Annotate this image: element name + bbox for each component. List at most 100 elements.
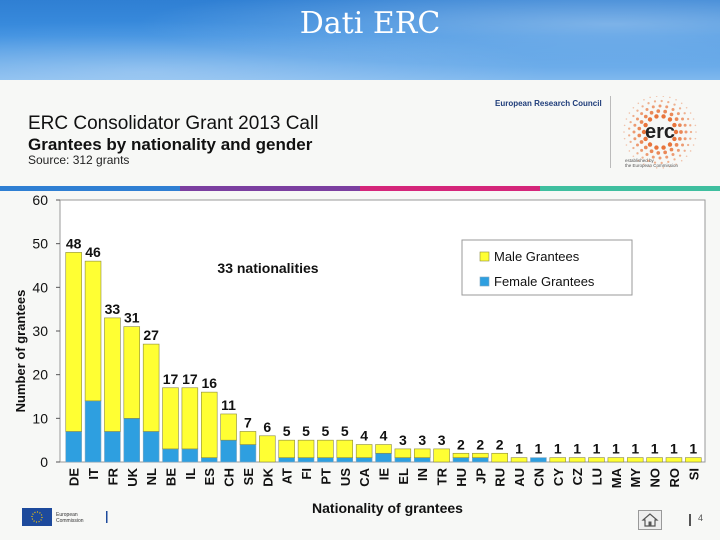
- y-tick-label: 0: [40, 454, 48, 470]
- bar-male-cy: [549, 457, 567, 463]
- x-tick-label-uk: UK: [125, 467, 140, 486]
- data-label-at: 5: [283, 423, 291, 439]
- data-label-cy: 1: [554, 441, 562, 457]
- legend-swatch-male: [479, 251, 490, 262]
- bar-male-ch: [220, 413, 237, 441]
- bar-male-de: [65, 252, 82, 432]
- data-label-se: 7: [244, 414, 252, 430]
- bar-male-pt: [317, 439, 334, 458]
- logo-divider: [610, 96, 611, 168]
- bar-male-uk: [123, 326, 141, 419]
- legend-box: [461, 239, 633, 296]
- data-label-jp: 2: [476, 436, 484, 452]
- legend-swatch-female: [479, 276, 490, 287]
- erc-tagline-2: the European Commission: [625, 163, 679, 168]
- data-label-cz: 1: [573, 441, 581, 457]
- y-tick-label: 40: [32, 279, 48, 295]
- y-tick-label: 10: [32, 410, 48, 426]
- slide-header: Dati ERC: [0, 0, 720, 80]
- bar-female-cn: [530, 457, 547, 463]
- x-tick-label-il: IL: [183, 468, 198, 480]
- x-tick-label-lu: LU: [590, 468, 605, 485]
- bar-male-tr: [433, 448, 450, 463]
- x-tick-label-fr: FR: [105, 467, 120, 485]
- bar-male-us: [336, 439, 354, 458]
- legend-label-male: Male Grantees: [494, 249, 580, 264]
- data-label-no: 1: [651, 441, 659, 457]
- data-label-hu: 2: [457, 436, 465, 452]
- x-tick-label-fi: FI: [299, 468, 314, 480]
- color-band-segment: [360, 186, 540, 191]
- data-label-lu: 1: [593, 441, 601, 457]
- x-tick-label-pt: PT: [318, 468, 333, 485]
- x-tick-label-se: SE: [241, 468, 256, 486]
- color-band: [0, 186, 720, 191]
- chart-title: ERC Consolidator Grant 2013 Call: [28, 113, 319, 134]
- bar-female-fr: [104, 431, 121, 463]
- data-label-ro: 1: [670, 441, 678, 457]
- bar-female-pt: [317, 457, 334, 463]
- bar-female-nl: [142, 431, 160, 463]
- bar-male-nl: [142, 343, 160, 432]
- home-button[interactable]: [638, 510, 662, 530]
- x-tick-label-cy: CY: [551, 468, 566, 486]
- x-tick-label-my: MY: [628, 468, 643, 488]
- data-label-it: 46: [85, 244, 101, 260]
- x-tick-label-it: IT: [86, 468, 101, 480]
- x-tick-label-cz: CZ: [570, 468, 585, 485]
- y-tick-label: 60: [32, 192, 48, 208]
- bar-male-it: [84, 260, 102, 402]
- legend-label-female: Female Grantees: [494, 274, 595, 289]
- data-label-in: 3: [418, 432, 426, 448]
- bar-male-se: [239, 431, 257, 445]
- bar-female-it: [84, 400, 102, 463]
- bar-male-au: [510, 457, 528, 463]
- ec-label-2: Commission: [56, 518, 84, 524]
- data-label-el: 3: [399, 432, 407, 448]
- bar-male-dk: [259, 435, 276, 463]
- data-label-be: 17: [163, 371, 179, 387]
- bar-female-in: [413, 457, 431, 463]
- data-label-cn: 1: [535, 441, 543, 457]
- bar-female-uk: [123, 418, 141, 463]
- bar-male-at: [278, 439, 295, 458]
- bar-male-ca: [355, 444, 373, 458]
- bar-female-ch: [220, 439, 237, 463]
- data-label-es: 16: [201, 375, 217, 391]
- x-tick-label-tr: TR: [435, 467, 450, 485]
- x-tick-label-dk: DK: [260, 467, 275, 486]
- x-tick-label-ru: RU: [493, 468, 508, 487]
- bar-female-ie: [375, 452, 392, 463]
- slide-title: Dati ERC: [299, 6, 441, 41]
- data-label-us: 5: [341, 423, 349, 439]
- chart-subtitle: Grantees by nationality and gender: [28, 135, 313, 154]
- bar-male-my: [626, 457, 644, 463]
- x-tick-label-cn: CN: [531, 468, 546, 487]
- bar-male-el: [394, 448, 412, 458]
- bar-female-jp: [472, 457, 489, 463]
- data-label-ru: 2: [496, 436, 504, 452]
- bar-female-fi: [297, 457, 315, 463]
- y-tick-label: 50: [32, 236, 48, 252]
- x-tick-label-si: SI: [686, 468, 701, 480]
- x-tick-label-at: AT: [280, 468, 295, 484]
- erc-tagline-1: established by: [625, 158, 654, 163]
- x-tick-label-de: DE: [67, 468, 82, 486]
- chart-source: Source: 312 grants: [28, 153, 130, 167]
- bar-male-no: [646, 457, 663, 463]
- bar-female-ca: [355, 457, 373, 463]
- bar-male-si: [685, 457, 702, 463]
- bar-female-se: [239, 444, 257, 463]
- x-tick-label-ch: CH: [222, 468, 237, 487]
- x-tick-label-ro: RO: [667, 468, 682, 488]
- data-label-dk: 6: [263, 419, 271, 435]
- bar-female-be: [162, 448, 179, 463]
- x-tick-label-in: IN: [415, 468, 430, 481]
- bar-female-de: [65, 431, 82, 463]
- bar-male-es: [200, 391, 218, 458]
- data-label-ma: 1: [612, 441, 620, 457]
- data-label-fr: 33: [105, 301, 121, 317]
- bar-female-es: [200, 457, 218, 463]
- bar-male-il: [181, 387, 199, 450]
